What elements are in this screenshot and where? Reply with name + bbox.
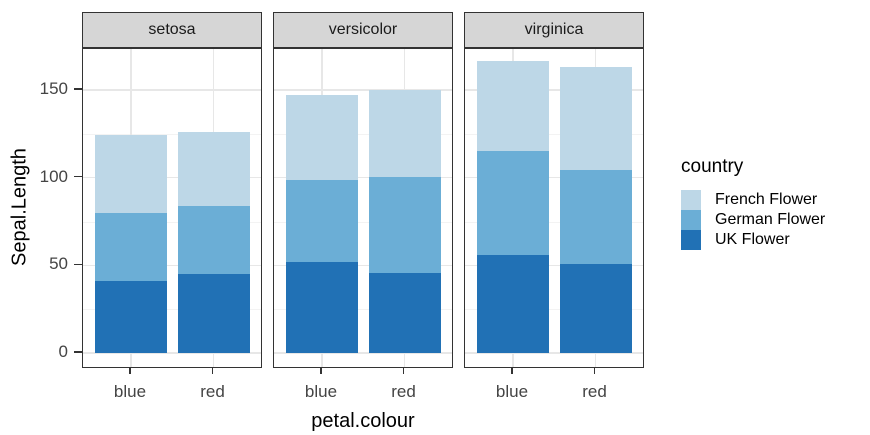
facet-strip-versicolor: versicolor (273, 12, 453, 48)
x-tick-mark (593, 368, 596, 374)
y-tick-mark (74, 88, 82, 90)
x-tick-label-blue: blue (113, 382, 147, 401)
bar-setosa-blue-french-flower (95, 134, 167, 213)
facet-panel-versicolor (273, 48, 453, 368)
x-tick-mark (402, 368, 405, 374)
bar-setosa-red-uk-flower (177, 274, 250, 353)
legend-item-german-flower: German Flower (681, 210, 867, 230)
bar-virginica-red-uk-flower (559, 263, 632, 353)
gridline-major (274, 352, 452, 354)
facet-strip-setosa: setosa (82, 12, 262, 48)
x-axis-title: petal.colour (311, 410, 415, 432)
gridline-minor (274, 309, 452, 311)
gridline-major (274, 176, 452, 179)
gridline-minor (465, 133, 643, 135)
gridline-major (465, 176, 643, 179)
gridline-major (274, 264, 452, 267)
gridline-minor (274, 133, 452, 135)
x-tick-mark (320, 368, 322, 374)
bar-versicolor-blue-german-flower (286, 180, 358, 263)
y-tick-label: 150 (39, 79, 68, 98)
facet-panel-virginica (464, 48, 644, 368)
y-tick-label: 50 (49, 254, 68, 274)
bar-virginica-red-french-flower (559, 67, 632, 171)
gridline-major (465, 89, 643, 91)
gridline-major (83, 176, 261, 179)
x-tick-mark (129, 368, 131, 374)
gridline-major (83, 89, 261, 91)
gridline-minor (83, 221, 261, 223)
gridline-major (465, 352, 643, 354)
legend-label-german-flower: German Flower (715, 211, 826, 228)
bar-virginica-blue-uk-flower (477, 255, 549, 353)
gridline-minor (83, 133, 261, 135)
bar-setosa-red-german-flower (177, 205, 250, 275)
bar-setosa-red-french-flower (177, 132, 250, 206)
y-tick-mark (74, 263, 82, 266)
gridline-minor (465, 309, 643, 311)
bar-versicolor-red-uk-flower (368, 273, 441, 353)
x-tick-label-blue: blue (304, 382, 338, 401)
gridline-minor (274, 221, 452, 223)
y-tick-label: 0 (58, 342, 68, 361)
x-tick-mark (511, 368, 513, 374)
bar-virginica-blue-french-flower (477, 61, 549, 151)
bar-versicolor-red-german-flower (368, 176, 441, 274)
gridline-major (83, 352, 261, 354)
gridline-major (465, 264, 643, 267)
y-tick-mark (74, 351, 82, 353)
bar-versicolor-blue-uk-flower (286, 262, 358, 353)
y-tick-label: 100 (39, 166, 68, 186)
bar-setosa-blue-uk-flower (95, 281, 167, 353)
facet-strip-virginica: virginica (464, 12, 644, 48)
y-tick-mark (74, 175, 82, 178)
bar-setosa-blue-german-flower (95, 212, 167, 282)
x-tick-label-blue: blue (495, 382, 529, 401)
legend-title: country (681, 156, 744, 177)
x-tick-label-red: red (391, 382, 416, 401)
legend: country French Flower German Flower UK Flow… (681, 156, 867, 250)
x-tick-mark (211, 368, 214, 374)
gridline-minor (83, 309, 261, 311)
legend-label-french-flower: French Flower (715, 191, 818, 208)
legend-item-uk-flower: UK Flower (681, 230, 867, 250)
legend-swatch-uk-flower (681, 230, 701, 250)
bar-versicolor-blue-french-flower (286, 95, 358, 181)
facet-panel-setosa (82, 48, 262, 368)
x-tick-label-red: red (582, 382, 607, 401)
gridline-major (83, 264, 261, 267)
legend-swatch-german-flower (681, 210, 701, 230)
x-tick-label-red: red (200, 382, 225, 401)
legend-item-french-flower: French Flower (681, 190, 867, 210)
legend-swatch-french-flower (681, 190, 701, 210)
gridline-major (274, 89, 452, 91)
legend-label-uk-flower: UK Flower (715, 231, 790, 248)
bar-virginica-red-german-flower (559, 170, 632, 264)
bar-versicolor-red-french-flower (368, 90, 441, 177)
gridline-minor (465, 221, 643, 223)
bar-virginica-blue-german-flower (477, 150, 549, 256)
